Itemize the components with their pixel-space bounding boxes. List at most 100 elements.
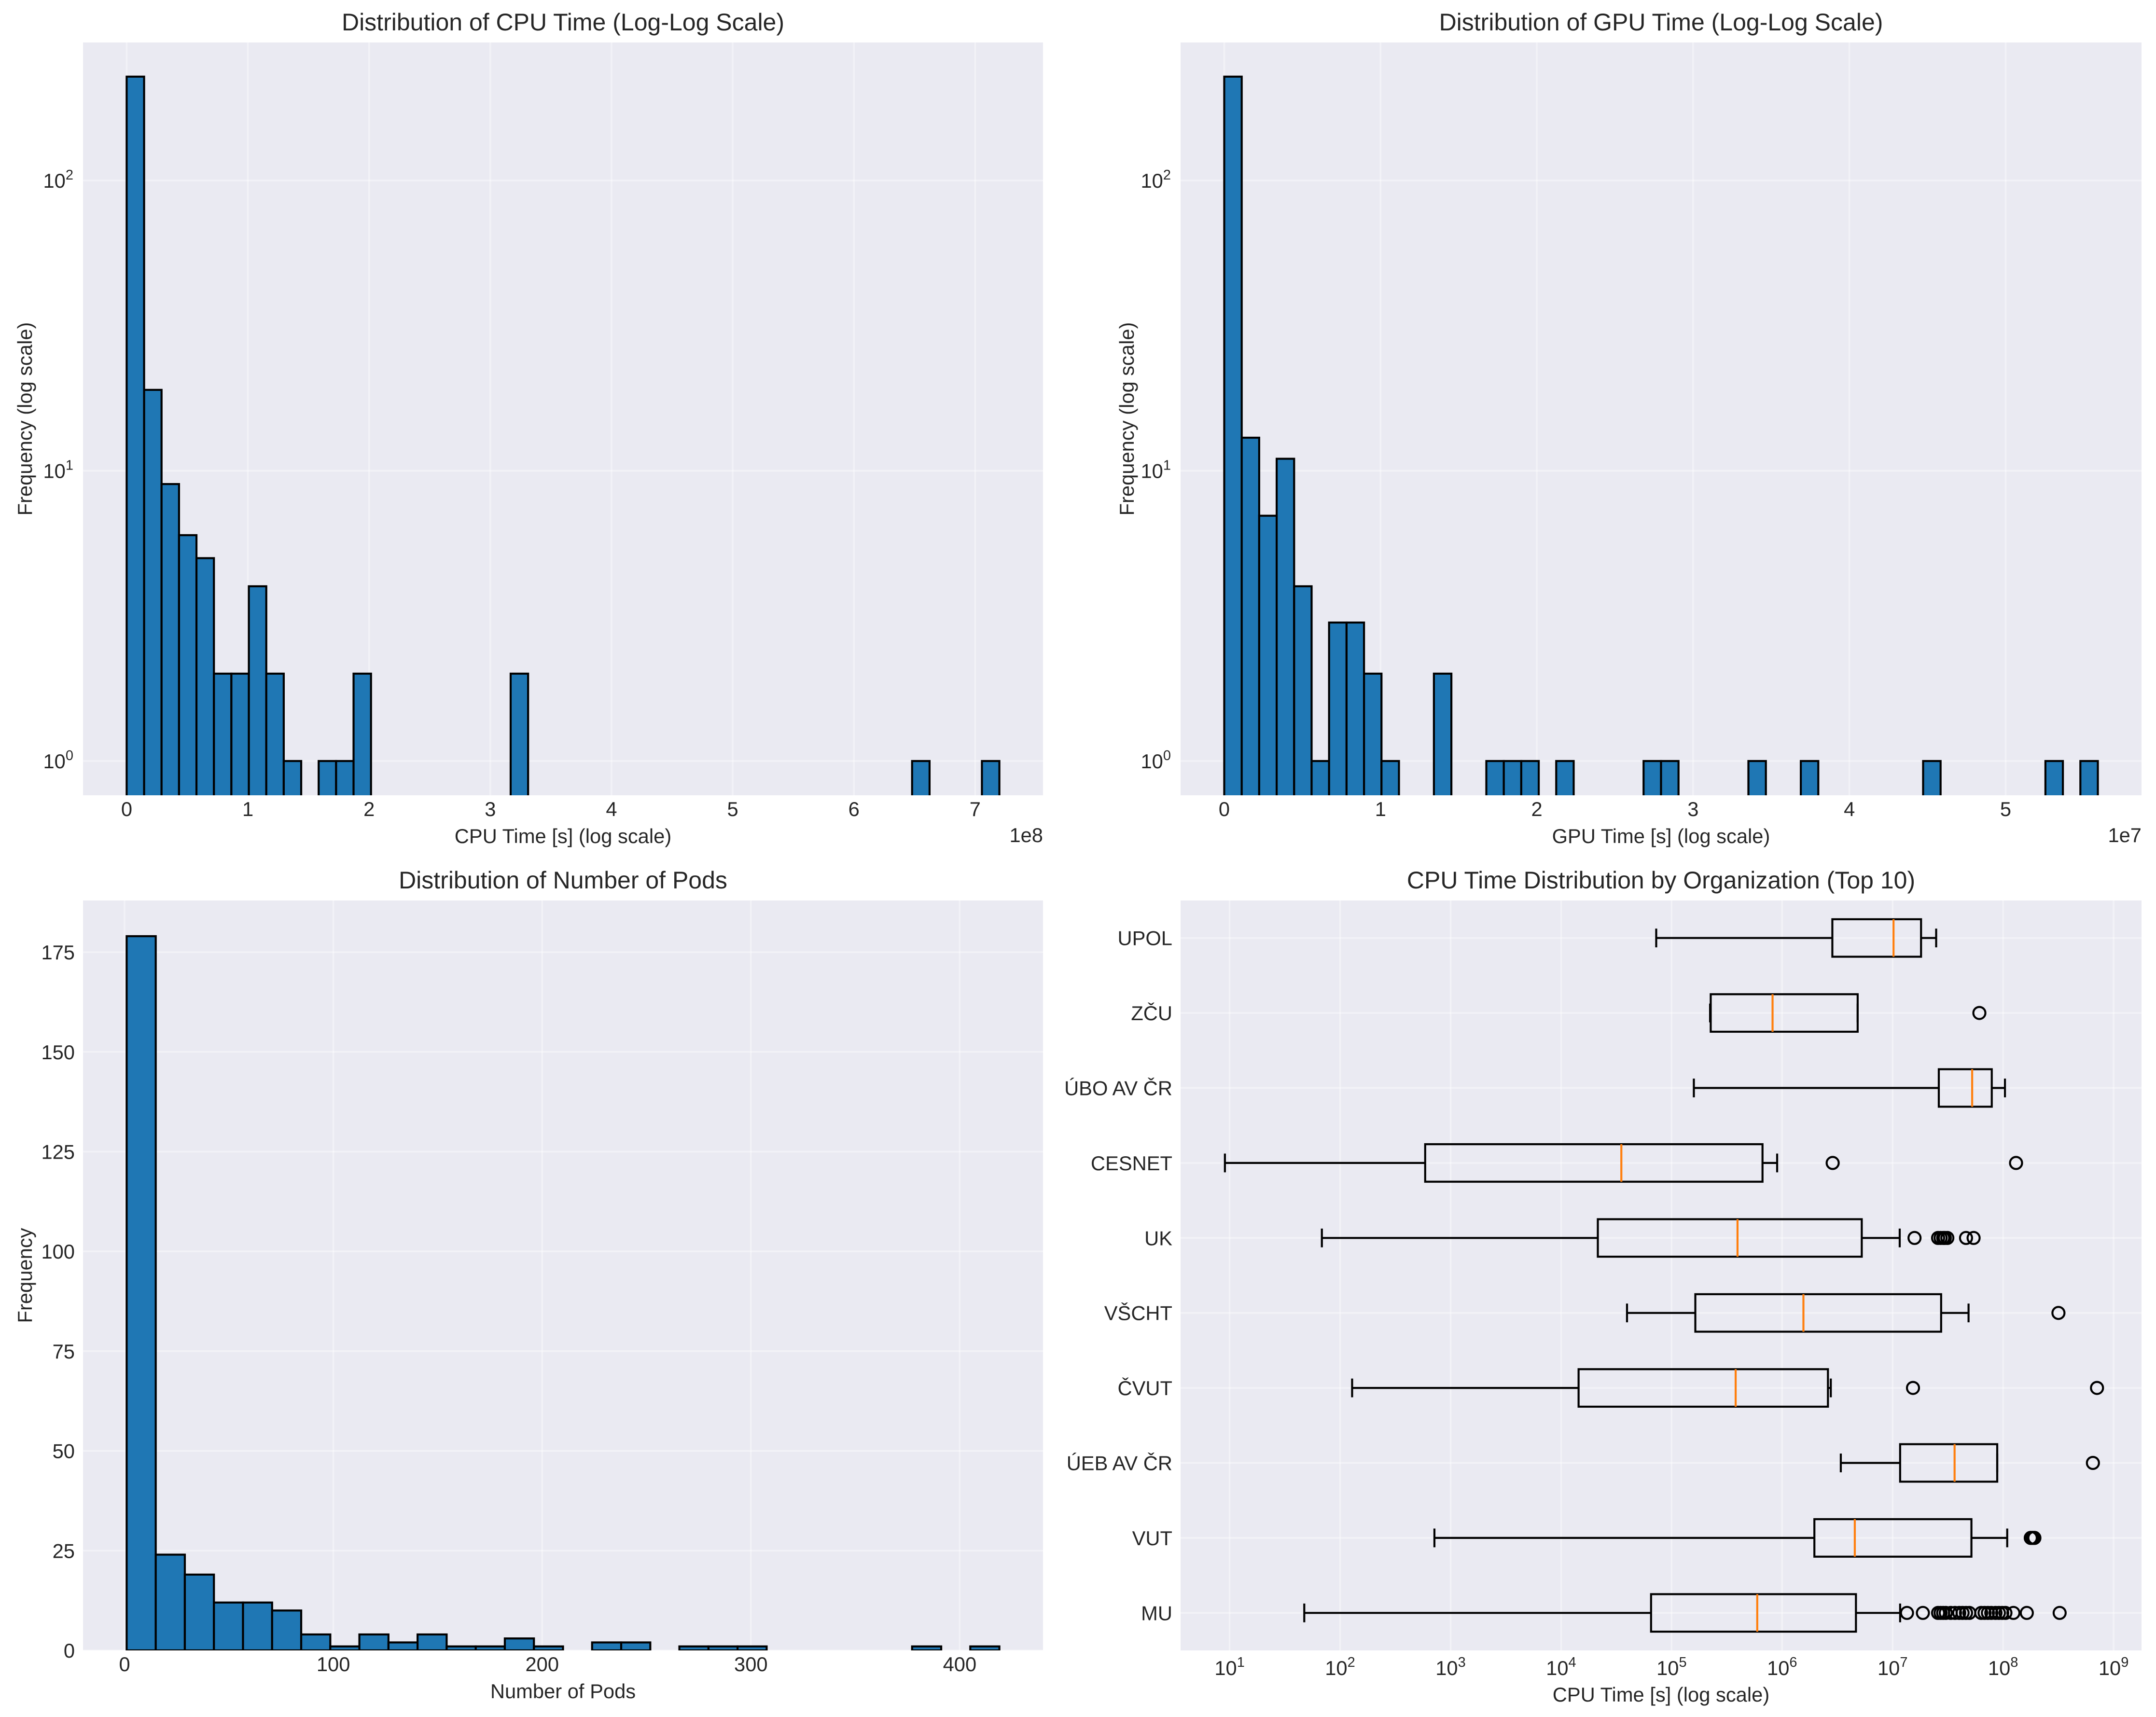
y-axis-label: Frequency (log scale)	[1115, 322, 1138, 516]
histogram-bar	[1258, 514, 1278, 795]
box-group	[1839, 1443, 2100, 1483]
y-tick-label: 50	[53, 1440, 75, 1463]
x-tick-label-base: 10	[1435, 1657, 1458, 1679]
histogram-bar	[230, 672, 250, 795]
histogram-bar	[183, 1573, 215, 1650]
outlier-point	[2027, 1531, 2042, 1545]
y-tick-label: UK	[1144, 1227, 1172, 1249]
histogram-bar	[125, 75, 145, 795]
histogram-bar	[1520, 760, 1540, 795]
plot-area	[83, 900, 1043, 1650]
outlier-point	[1966, 1231, 1981, 1245]
outlier-point	[1947, 1606, 1962, 1620]
box-iqr	[1710, 993, 1859, 1033]
y-tick-label-exponent: 0	[66, 748, 73, 763]
histogram-bar	[2079, 760, 2099, 795]
histogram-bar	[178, 534, 198, 795]
histogram-bar	[509, 672, 529, 795]
histogram-bar	[1328, 621, 1348, 795]
outlier-point	[1940, 1231, 1955, 1245]
outlier-point	[1984, 1606, 1999, 1620]
box-iqr	[1597, 1218, 1863, 1258]
box-group	[1709, 993, 1987, 1033]
tick-labels: 0 100 200 300 400 0 25 50 75 100 125 150 175	[41, 941, 976, 1675]
chart-title: Distribution of GPU Time (Log-Log Scale)	[1439, 9, 1883, 36]
x-tick-label-exponent: 2	[1348, 1655, 1355, 1670]
y-tick-label: CESNET	[1091, 1152, 1172, 1175]
histogram-bar	[160, 483, 180, 795]
histogram-bar	[265, 672, 285, 795]
x-tick-label-base: 10	[1546, 1657, 1568, 1679]
outlier-point	[1998, 1606, 2013, 1620]
histogram-bar	[2044, 760, 2064, 795]
box-group	[1693, 1068, 2006, 1108]
x-tick-label-exponent: 1	[1237, 1655, 1245, 1670]
histogram-bars	[125, 935, 1001, 1650]
y-tick-label-exponent: 1	[66, 458, 73, 473]
outlier-point	[1900, 1606, 1914, 1620]
histogram-bar	[969, 1645, 1001, 1650]
y-tick-label-exponent: 2	[1163, 167, 1171, 183]
outlier-point	[1972, 1006, 1987, 1020]
histogram-bar	[143, 388, 163, 795]
x-tick-label-exponent: 3	[1458, 1655, 1466, 1670]
histogram-bar	[1240, 436, 1260, 795]
histogram-bar	[154, 1553, 186, 1650]
histogram-bar	[445, 1645, 477, 1650]
outlier-point	[2009, 1156, 2023, 1170]
axes-background	[83, 42, 1043, 795]
boxplot-marks	[1224, 918, 2104, 1633]
histogram-bar	[474, 1645, 506, 1650]
histogram-bar	[1363, 672, 1383, 795]
x-axis-label: CPU Time [s] (log scale)	[455, 825, 671, 847]
y-tick-label: 150	[41, 1041, 75, 1064]
y-tick-label-exponent: 2	[66, 167, 73, 183]
histogram-bar	[242, 1601, 273, 1650]
x-axis-label: Number of Pods	[490, 1680, 636, 1703]
x-tick-label: 2	[1531, 798, 1542, 820]
y-tick-label-exponent: 1	[1163, 458, 1171, 473]
box-iqr	[1577, 1368, 1829, 1408]
x-tick-label: 7	[970, 798, 981, 820]
gridlines	[83, 900, 1043, 1650]
histogram-bar	[213, 672, 233, 795]
box-group	[1303, 1593, 2067, 1633]
histogram-bar	[1660, 760, 1680, 795]
y-tick-label: ÚBO AV ČR	[1064, 1077, 1172, 1100]
x-tick-label-exponent: 8	[2010, 1655, 2018, 1670]
outlier-point	[1907, 1231, 1922, 1245]
y-tick-label: 102	[43, 167, 73, 192]
histogram-bar	[1555, 760, 1575, 795]
y-tick-label: 175	[41, 941, 75, 964]
y-tick-label-base: 10	[1141, 750, 1163, 773]
x-tick-label-base: 10	[1767, 1657, 1789, 1679]
outlier-point	[2086, 1455, 2100, 1470]
x-tick-label-base: 10	[1325, 1657, 1347, 1679]
x-tick-label: 3	[485, 798, 496, 820]
histogram-bar	[387, 1641, 419, 1650]
y-axis-label: Frequency	[14, 1228, 36, 1323]
histogram-bar	[1223, 75, 1243, 795]
box-iqr	[1899, 1443, 1999, 1483]
x-tick-label-exponent: 9	[2121, 1655, 2128, 1670]
outlier-point	[2019, 1606, 2034, 1620]
histogram-bar	[533, 1645, 564, 1650]
x-tick-label: 107	[1878, 1655, 1908, 1679]
histogram-bar	[213, 1601, 244, 1650]
histogram-bar	[1380, 760, 1400, 795]
x-tick-label-exponent: 7	[1900, 1655, 1907, 1670]
x-tick-label: 400	[943, 1653, 977, 1675]
histogram-bar	[1345, 621, 1365, 795]
box-iqr	[1694, 1293, 1942, 1333]
axes-background	[1181, 900, 2142, 1650]
outlier-point	[1825, 1156, 1840, 1170]
x-tick-label: 103	[1435, 1655, 1466, 1679]
histogram-bar	[503, 1637, 535, 1650]
box-group	[1321, 1218, 1981, 1258]
y-tick-label: 101	[1141, 458, 1171, 483]
x-tick-label: 200	[525, 1653, 559, 1675]
x-tick-label-exponent: 4	[1569, 1655, 1576, 1670]
